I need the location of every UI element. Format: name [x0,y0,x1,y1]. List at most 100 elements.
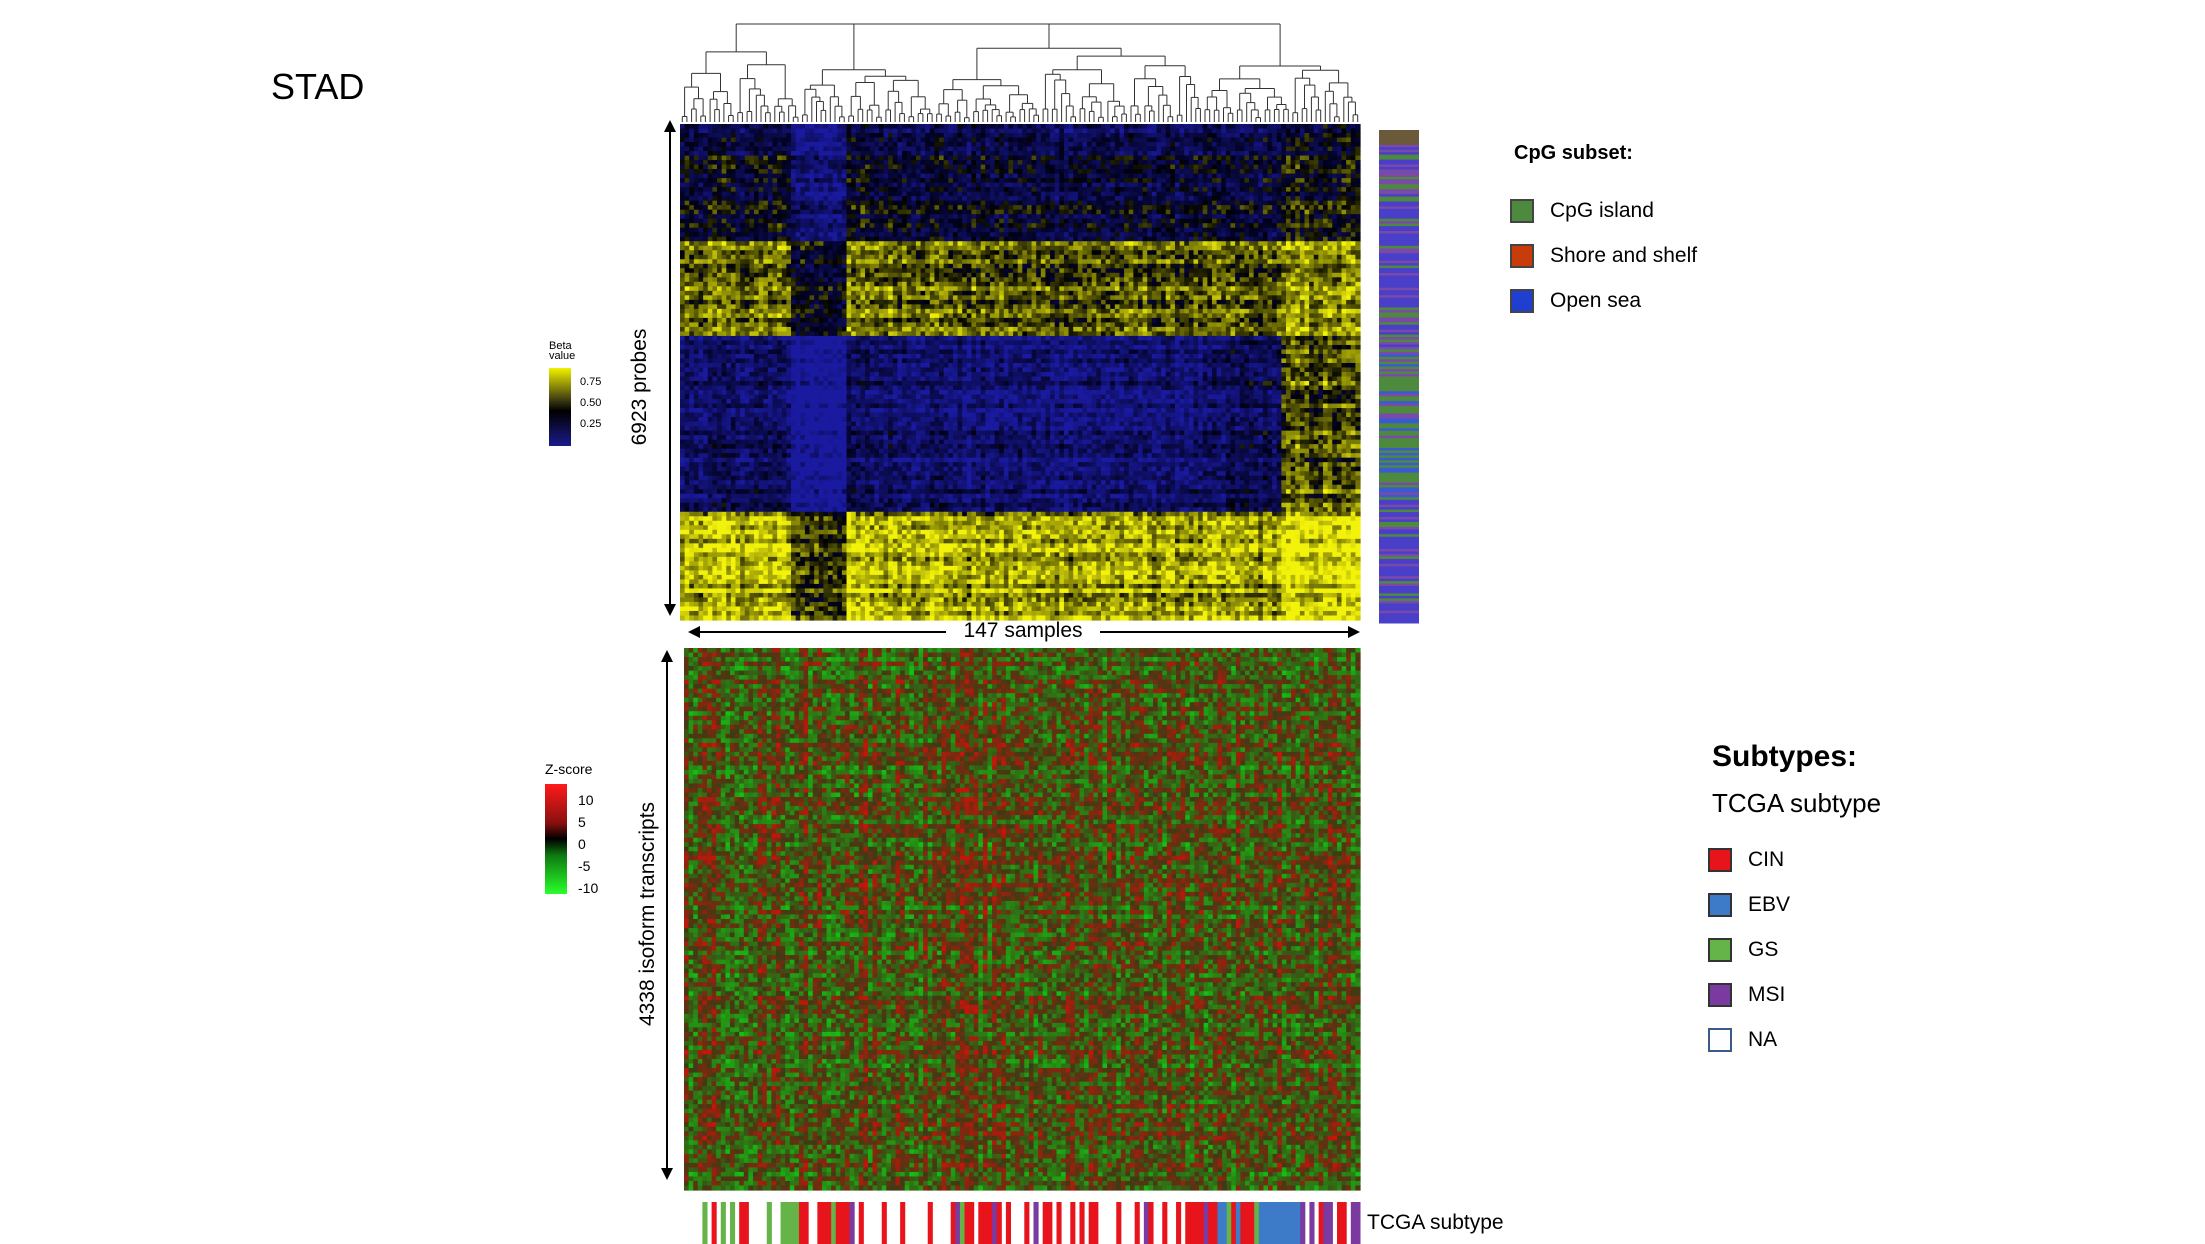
heatmap-cell [1078,178,1083,183]
heatmap-cell [897,201,902,206]
heatmap-cell [726,219,731,224]
heatmap-cell [1096,259,1101,264]
heatmap-cell [1147,169,1152,174]
heatmap-cell [1203,255,1208,260]
heatmap-cell [1101,133,1106,138]
heatmap-cell [1323,205,1328,210]
heatmap-cell [1184,183,1189,188]
heatmap-cell [1008,250,1013,255]
heatmap-cell [1309,232,1314,237]
heatmap-cell [902,214,907,219]
heatmap-cell [893,232,898,237]
heatmap-cell [1318,192,1323,197]
heatmap-cell [1050,133,1055,138]
heatmap-cell [1143,201,1148,206]
heatmap-cell [1092,201,1097,206]
heatmap-cell [680,183,685,188]
heatmap-cell [930,160,935,165]
heatmap-cell [990,174,995,179]
heatmap-cell [1064,205,1069,210]
heatmap-cell [1129,160,1134,165]
heatmap-cell [1198,124,1203,129]
heatmap-cell [1124,192,1129,197]
heatmap-cell [1189,174,1194,179]
heatmap-cell [1078,246,1083,251]
heatmap-cell [731,250,736,255]
heatmap-cell [847,165,852,170]
heatmap-cell [791,165,796,170]
heatmap-cell [1143,147,1148,152]
heatmap-cell [749,228,754,233]
heatmap-cell [1008,241,1013,246]
heatmap-cell [689,124,694,129]
heatmap-cell [925,151,930,156]
heatmap-cell [1087,205,1092,210]
heatmap-cell [1032,250,1037,255]
heatmap-cell [1212,165,1217,170]
heatmap-cell [1004,142,1009,147]
heatmap-cell [689,169,694,174]
heatmap-cell [897,205,902,210]
heatmap-cell [1198,255,1203,260]
heatmap-cell [1249,201,1254,206]
heatmap-cell [1180,133,1185,138]
heatmap-cell [1147,192,1152,197]
heatmap-cell [1096,192,1101,197]
heatmap-cell [1119,142,1124,147]
heatmap-cell [1342,201,1347,206]
heatmap-cell [1115,250,1120,255]
heatmap-cell [1138,129,1143,134]
heatmap-cell [1119,138,1124,143]
heatmap-cell [967,219,972,224]
heatmap-cell [1119,259,1124,264]
heatmap-cell [851,219,856,224]
heatmap-cell [1300,196,1305,201]
heatmap-cell [888,124,893,129]
heatmap-cell [1106,160,1111,165]
heatmap-cell [897,259,902,264]
heatmap-cell [930,147,935,152]
heatmap-cell [1032,196,1037,201]
heatmap-cell [800,151,805,156]
heatmap-cell [1008,210,1013,215]
heatmap-cell [1355,160,1360,165]
heatmap-cell [971,174,976,179]
heatmap-cell [796,138,801,143]
heatmap-cell [1175,219,1180,224]
heatmap-cell [888,201,893,206]
heatmap-cell [1027,250,1032,255]
heatmap-cell [856,142,861,147]
heatmap-cell [1096,138,1101,143]
heatmap-cell [1355,183,1360,188]
heatmap-cell [1115,151,1120,156]
heatmap-cell [1018,169,1023,174]
heatmap-cell [1286,165,1291,170]
heatmap-cell [1235,214,1240,219]
heatmap-cell [1226,183,1231,188]
heatmap-cell [786,201,791,206]
heatmap-cell [976,219,981,224]
heatmap-cell [745,201,750,206]
heatmap-cell [865,142,870,147]
heatmap-cell [1323,246,1328,251]
heatmap-cell [939,196,944,201]
heatmap-cell [1055,223,1060,228]
heatmap-cell [981,246,986,251]
heatmap-cell [749,183,754,188]
heatmap-cell [1110,210,1115,215]
heatmap-cell [1304,129,1309,134]
heatmap-cell [990,210,995,215]
heatmap-cell [999,246,1004,251]
heatmap-cell [1096,151,1101,156]
heatmap-cell [874,250,879,255]
heatmap-cell [685,156,690,161]
heatmap-cell [726,160,731,165]
heatmap-cell [1064,169,1069,174]
heatmap-cell [1346,210,1351,215]
heatmap-cell [1193,237,1198,242]
heatmap-cell [699,138,704,143]
heatmap-cell [1226,187,1231,192]
heatmap-cell [1351,223,1356,228]
heatmap-cell [1101,183,1106,188]
heatmap-cell [800,259,805,264]
